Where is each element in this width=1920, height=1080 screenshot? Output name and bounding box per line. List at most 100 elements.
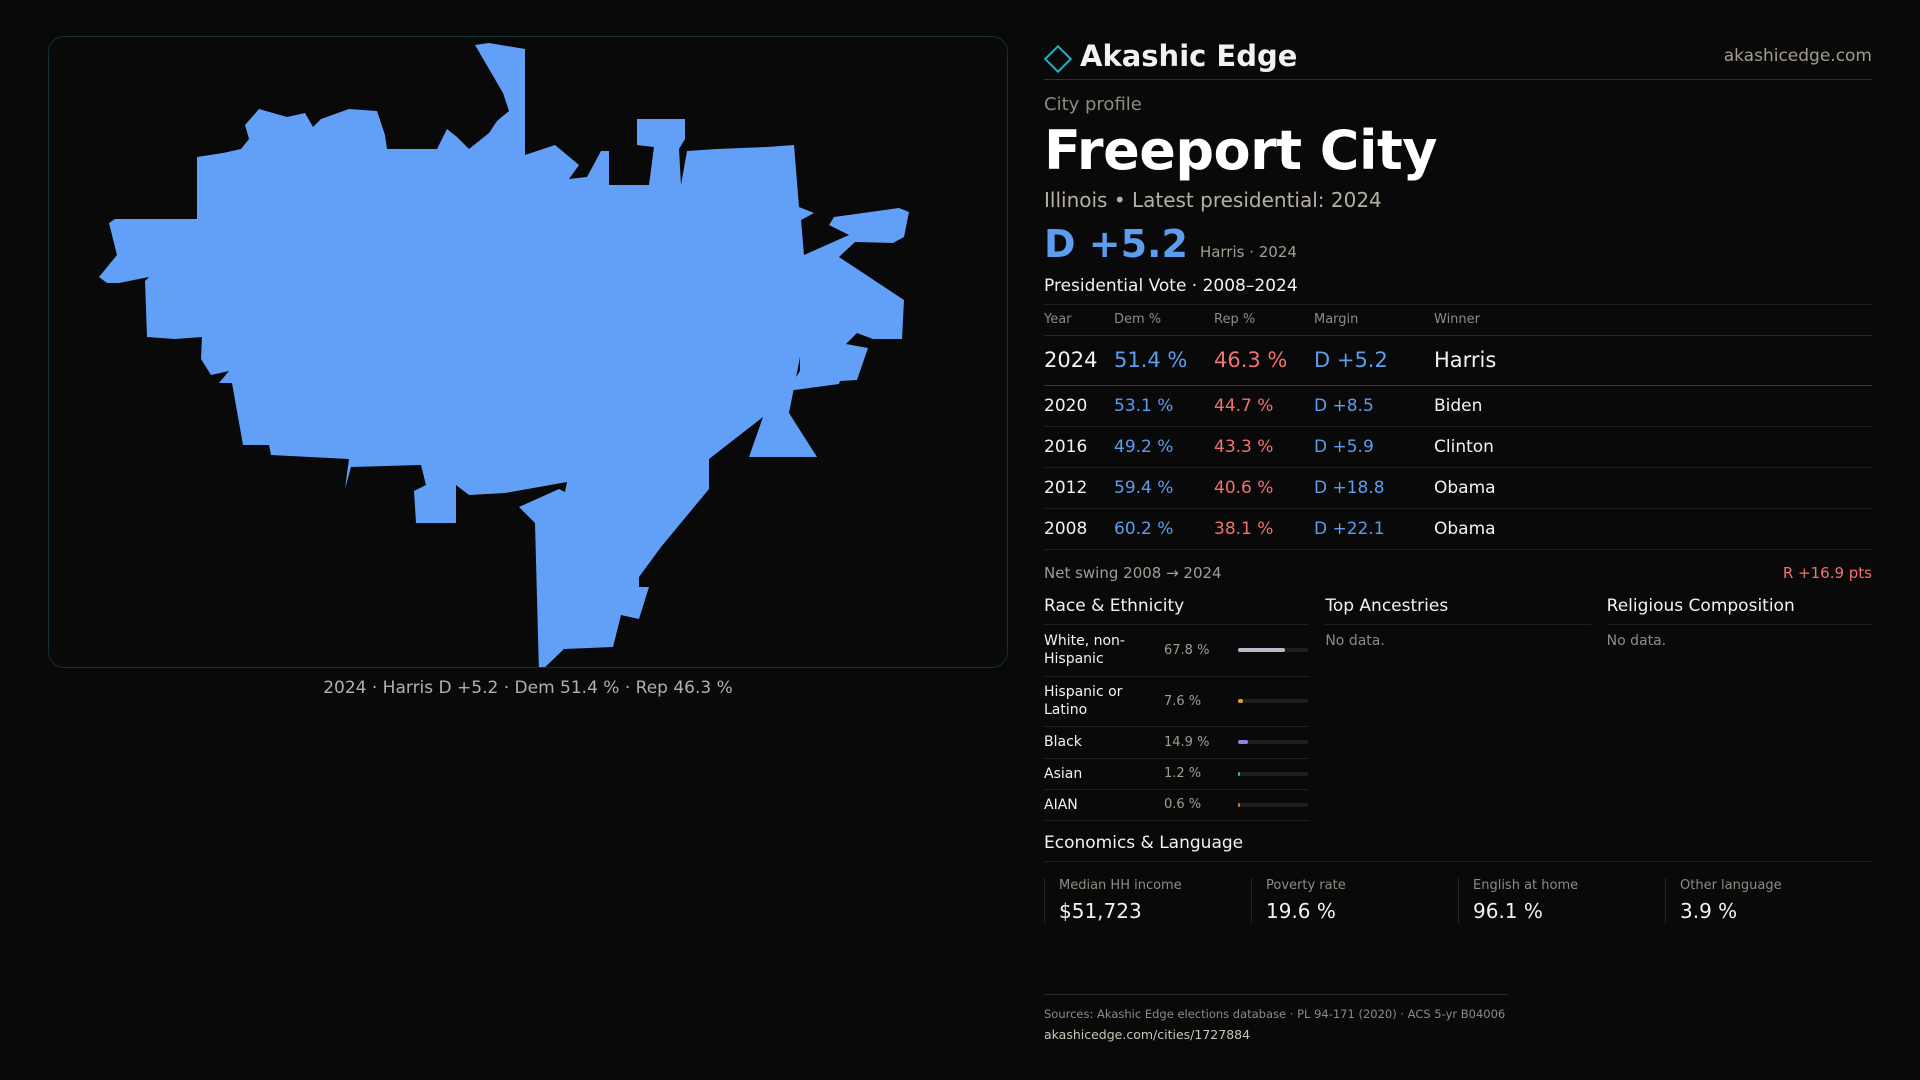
year-cell: 2024: [1044, 335, 1114, 386]
stat-median-income: Median HH income $51,723: [1044, 877, 1251, 923]
stat-value: 19.6 %: [1266, 898, 1336, 923]
stat-value: 96.1 %: [1473, 898, 1543, 923]
race-bar-fill: [1238, 699, 1244, 703]
year-cell: 2016: [1044, 426, 1114, 468]
diamond-logo-icon: [1043, 44, 1073, 73]
ancestries-panel: Top Ancestries No data.: [1325, 596, 1591, 821]
race-bar-fill: [1238, 802, 1241, 807]
table-row: 2008 60.2 % 38.1 % D +22.1 Obama: [1044, 508, 1872, 550]
year-cell: 2020: [1044, 385, 1114, 427]
race-bar-fill: [1238, 771, 1241, 776]
economics-stats: Median HH income $51,723 Poverty rate 19…: [1044, 877, 1872, 923]
col-margin: Margin: [1314, 305, 1434, 336]
brand[interactable]: Akashic Edge: [1043, 38, 1298, 73]
city-boundary-svg: [99, 43, 909, 667]
race-row: Black 14.9 %: [1044, 727, 1310, 759]
race-pct: 14.9 %: [1164, 734, 1210, 750]
vote-table-header: Year Dem % Rep % Margin Winner: [1044, 305, 1872, 336]
race-title: Race & Ethnicity: [1044, 596, 1310, 625]
race-bar: [1238, 648, 1308, 652]
religion-title: Religious Composition: [1606, 596, 1872, 625]
margin-cell: D +5.9: [1314, 426, 1434, 468]
race-ethnicity-panel: Race & Ethnicity White, non-Hispanic 67.…: [1044, 596, 1310, 821]
col-rep: Rep %: [1214, 305, 1314, 336]
swing-value: R +16.9 pts: [1782, 563, 1872, 582]
year-cell: 2012: [1044, 467, 1114, 509]
brand-name: Akashic Edge: [1080, 38, 1298, 73]
winner-cell: Harris: [1434, 335, 1872, 386]
race-row: AIAN 0.6 %: [1044, 790, 1310, 821]
demographics-section: Race & Ethnicity White, non-Hispanic 67.…: [1044, 596, 1872, 821]
race-row: Hispanic or Latino 7.6 %: [1044, 677, 1310, 727]
stat-poverty-rate: Poverty rate 19.6 %: [1251, 877, 1458, 923]
rep-cell: 44.7 %: [1214, 385, 1314, 427]
stat-label: Poverty rate: [1266, 877, 1346, 893]
vote-section-title: Presidential Vote · 2008–2024: [1044, 276, 1872, 305]
net-swing: Net swing 2008 → 2024 R +16.9 pts: [1044, 564, 1872, 582]
race-bar: [1238, 771, 1308, 776]
city-profile-panel: Akashic Edge akashicedge.com City profil…: [1043, 36, 1872, 923]
stat-english-home: English at home 96.1 %: [1458, 877, 1665, 923]
dem-cell: 60.2 %: [1114, 508, 1214, 550]
race-bar: [1238, 802, 1308, 807]
race-name: Hispanic or Latino: [1044, 684, 1123, 718]
latest-margin-value: D +5.2: [1044, 222, 1188, 266]
stat-label: English at home: [1473, 877, 1579, 893]
city-boundary-shape: [99, 43, 909, 667]
race-name: Black: [1044, 734, 1082, 750]
race-row: Asian 1.2 %: [1044, 759, 1310, 790]
margin-cell: D +18.8: [1314, 467, 1434, 509]
ancestries-empty: No data.: [1325, 632, 1385, 649]
table-row: 2020 53.1 % 44.7 % D +8.5 Biden: [1044, 385, 1872, 427]
stat-other-language: Other language 3.9 %: [1665, 877, 1872, 923]
margin-cell: D +22.1: [1314, 508, 1434, 550]
ancestries-title: Top Ancestries: [1325, 596, 1591, 625]
winner-cell: Obama: [1434, 467, 1872, 509]
col-year: Year: [1044, 305, 1114, 336]
race-row: White, non-Hispanic 67.8 %: [1044, 625, 1310, 677]
page-url-link[interactable]: akashicedge.com/cities/1727884: [1044, 1027, 1251, 1042]
table-row: 2024 51.4 % 46.3 % D +5.2 Harris: [1044, 335, 1872, 386]
map-caption: 2024 · Harris D +5.2 · Dem 51.4 % · Rep …: [323, 678, 733, 698]
page-title: Freeport City: [1044, 119, 1437, 182]
swing-label: Net swing 2008 → 2024: [1044, 563, 1222, 582]
stat-value: $51,723: [1059, 898, 1142, 923]
religion-empty: No data.: [1606, 632, 1667, 649]
city-subtitle: Illinois • Latest presidential: 2024: [1044, 188, 1382, 212]
race-pct: 0.6 %: [1164, 797, 1202, 812]
latest-margin: D +5.2 Harris · 2024: [1044, 222, 1872, 266]
dem-cell: 51.4 %: [1114, 335, 1214, 386]
rep-cell: 46.3 %: [1214, 335, 1314, 386]
race-bar: [1238, 699, 1308, 703]
site-link[interactable]: akashicedge.com: [1723, 45, 1872, 66]
vote-table: Year Dem % Rep % Margin Winner 2024 51.4…: [1044, 305, 1872, 550]
footer: Sources: Akashic Edge elections database…: [1044, 994, 1508, 1042]
profile-label: City profile: [1044, 94, 1142, 115]
year-cell: 2008: [1044, 508, 1114, 550]
dem-cell: 49.2 %: [1114, 426, 1214, 468]
margin-cell: D +5.2: [1314, 335, 1434, 386]
race-bar: [1238, 740, 1308, 744]
city-boundary-map[interactable]: [48, 36, 1008, 668]
race-bar-fill: [1238, 740, 1249, 744]
sources-text: Sources: Akashic Edge elections database…: [1044, 1007, 1506, 1021]
winner-cell: Clinton: [1434, 426, 1872, 468]
stat-label: Other language: [1680, 877, 1782, 893]
race-pct: 1.2 %: [1164, 766, 1202, 781]
stat-value: 3.9 %: [1680, 898, 1738, 923]
economics-title: Economics & Language: [1044, 833, 1872, 862]
col-dem: Dem %: [1114, 305, 1214, 336]
race-pct: 7.6 %: [1164, 693, 1202, 709]
dem-cell: 59.4 %: [1114, 467, 1214, 509]
margin-cell: D +8.5: [1314, 385, 1434, 427]
table-row: 2016 49.2 % 43.3 % D +5.9 Clinton: [1044, 426, 1872, 468]
race-pct: 67.8 %: [1164, 642, 1210, 658]
winner-cell: Biden: [1434, 385, 1872, 427]
table-row: 2012 59.4 % 40.6 % D +18.8 Obama: [1044, 467, 1872, 509]
col-winner: Winner: [1434, 305, 1872, 336]
race-name: AIAN: [1044, 796, 1078, 813]
race-name: White, non-Hispanic: [1044, 633, 1125, 667]
winner-cell: Obama: [1434, 508, 1872, 550]
religion-panel: Religious Composition No data.: [1606, 596, 1872, 821]
rep-cell: 43.3 %: [1214, 426, 1314, 468]
